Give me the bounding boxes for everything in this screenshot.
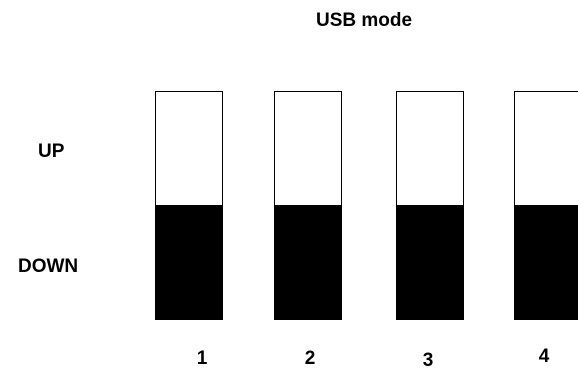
dip-switch-2: [274, 91, 342, 320]
dip-switch-3: [396, 91, 464, 320]
dip-switch-1-lever: [156, 205, 222, 319]
diagram-title: USB mode: [316, 10, 413, 31]
switch-number-3: 3: [422, 350, 434, 371]
dip-switch-4: [514, 91, 578, 320]
switch-number-2: 2: [304, 348, 316, 369]
dip-switch-2-lever: [275, 205, 341, 319]
up-label: UP: [38, 141, 65, 162]
dip-switch-3-lever: [397, 205, 463, 319]
switch-number-4: 4: [538, 346, 550, 367]
down-label: DOWN: [18, 256, 79, 277]
dip-switch-4-lever: [515, 205, 578, 319]
dip-switch-1: [155, 91, 223, 320]
switch-number-1: 1: [196, 348, 208, 369]
